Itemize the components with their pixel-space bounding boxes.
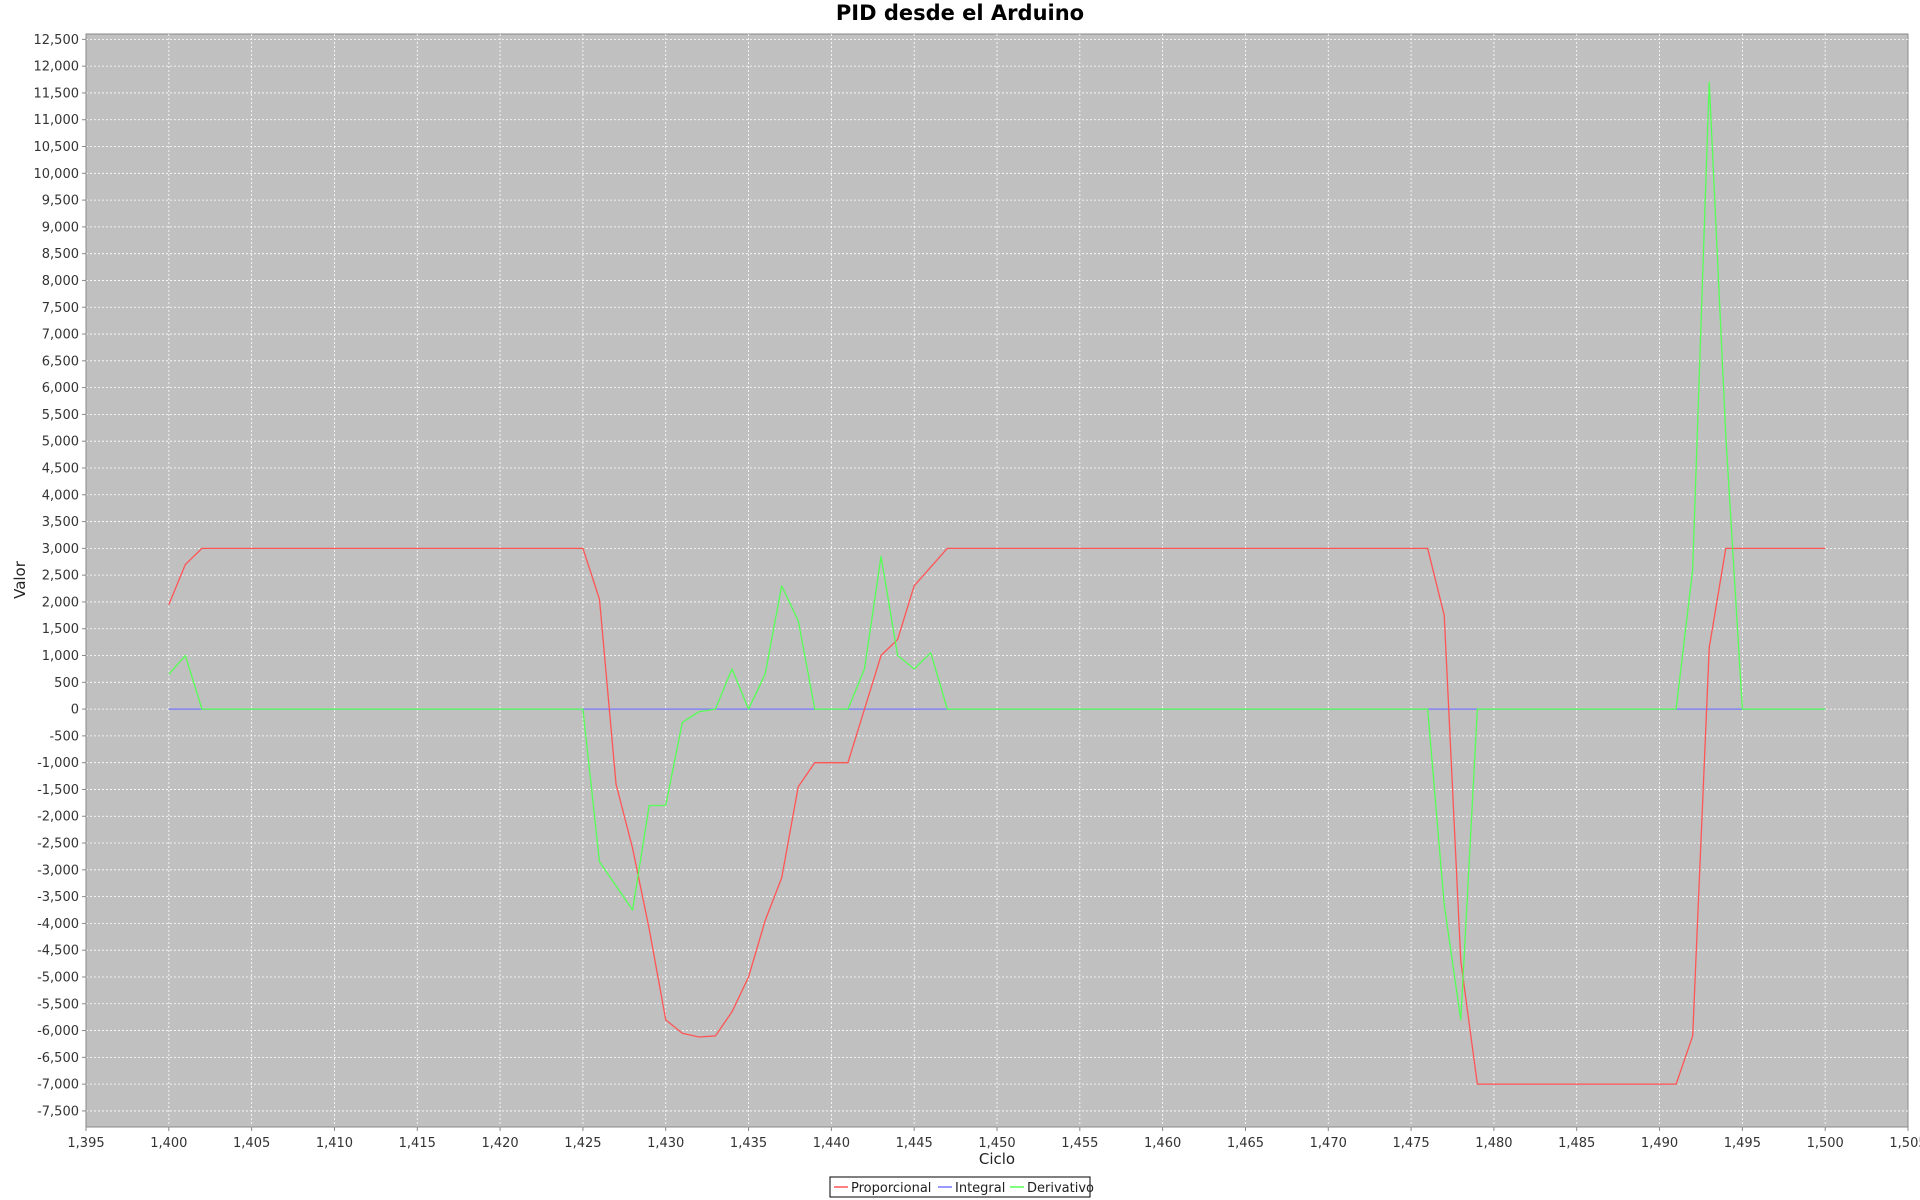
x-tick-label: 1,505 xyxy=(1889,1136,1920,1151)
x-tick-label: 1,430 xyxy=(647,1136,684,1151)
y-tick-label: -7,000 xyxy=(37,1078,79,1093)
series-line-proporcional xyxy=(168,547,1826,1085)
y-tick-label: 1,000 xyxy=(42,649,79,664)
y-tick-label: 7,500 xyxy=(42,301,79,316)
y-tick-label: -2,000 xyxy=(37,810,79,825)
y-tick-label: -7,500 xyxy=(37,1104,79,1119)
y-tick-label: -6,000 xyxy=(37,1024,79,1039)
y-tick-label: 6,000 xyxy=(42,381,79,396)
series-line-derivativo xyxy=(168,81,1826,1021)
x-tick-label: 1,465 xyxy=(1227,1136,1264,1151)
y-tick-label: 8,500 xyxy=(42,247,79,262)
legend-label-integral: Integral xyxy=(955,1181,1005,1196)
x-tick-label: 1,440 xyxy=(813,1136,850,1151)
y-tick-label: 11,500 xyxy=(34,86,80,101)
x-tick-label: 1,435 xyxy=(730,1136,767,1151)
x-tick-label: 1,425 xyxy=(564,1136,601,1151)
x-tick-label: 1,400 xyxy=(150,1136,187,1151)
y-tick-label: 1,500 xyxy=(42,622,79,637)
x-tick-label: 1,500 xyxy=(1807,1136,1844,1151)
x-tick-label: 1,410 xyxy=(316,1136,353,1151)
y-tick-label: 2,000 xyxy=(42,595,79,610)
y-tick-label: -5,500 xyxy=(37,997,79,1012)
y-tick-label: 500 xyxy=(54,676,79,691)
x-axis-ticks: 1,395 1,400 1,405 1,410 1,415 1,420 1,425 1,430… xyxy=(67,1127,1920,1151)
y-tick-label: -4,000 xyxy=(37,917,79,932)
chart-title: PID desde el Arduino xyxy=(836,1,1084,25)
legend-label-derivativo: Derivativo xyxy=(1027,1181,1094,1196)
y-tick-label: -3,000 xyxy=(37,863,79,878)
y-tick-label: 12,500 xyxy=(34,33,80,48)
x-tick-label: 1,405 xyxy=(233,1136,270,1151)
x-tick-label: 1,395 xyxy=(67,1136,104,1151)
y-tick-label: 12,000 xyxy=(34,60,80,75)
y-tick-label: 5,500 xyxy=(42,408,79,423)
x-axis-label: Ciclo xyxy=(979,1150,1015,1168)
y-tick-label: -1,500 xyxy=(37,783,79,798)
y-tick-label: 4,000 xyxy=(42,488,79,503)
x-tick-label: 1,470 xyxy=(1310,1136,1347,1151)
legend-box xyxy=(829,1176,1091,1198)
x-tick-label: 1,475 xyxy=(1392,1136,1429,1151)
plot-area xyxy=(85,33,1909,1128)
y-tick-label: 9,000 xyxy=(42,220,79,235)
y-tick-label: 5,000 xyxy=(42,435,79,450)
y-tick-label: 7,000 xyxy=(42,328,79,343)
y-tick-label: 10,000 xyxy=(34,167,80,182)
y-tick-label: 9,500 xyxy=(42,194,79,209)
y-tick-label: 0 xyxy=(71,703,79,718)
y-tick-label: 10,500 xyxy=(34,140,80,155)
x-tick-label: 1,485 xyxy=(1558,1136,1595,1151)
x-tick-label: 1,445 xyxy=(896,1136,933,1151)
x-tick-label: 1,420 xyxy=(481,1136,518,1151)
y-tick-label: 8,000 xyxy=(42,274,79,289)
y-tick-label: -500 xyxy=(49,729,79,744)
y-tick-label: 2,500 xyxy=(42,569,79,584)
y-tick-label: -5,000 xyxy=(37,970,79,985)
x-tick-label: 1,480 xyxy=(1475,1136,1512,1151)
x-tick-label: 1,455 xyxy=(1061,1136,1098,1151)
x-tick-label: 1,450 xyxy=(978,1136,1015,1151)
x-tick-label: 1,460 xyxy=(1144,1136,1181,1151)
y-tick-label: -1,000 xyxy=(37,756,79,771)
y-tick-label: 3,000 xyxy=(42,542,79,557)
x-tick-label: 1,495 xyxy=(1724,1136,1761,1151)
y-tick-label: -2,500 xyxy=(37,837,79,852)
x-tick-label: 1,415 xyxy=(399,1136,436,1151)
y-tick-label: 11,000 xyxy=(34,113,80,128)
y-tick-label: 4,500 xyxy=(42,461,79,476)
y-axis-ticks: -7,500 -7,000 -6,500 -6,000 -5,500 -5,000 -4,5… xyxy=(34,33,86,1119)
y-axis-label: Valor xyxy=(11,560,29,599)
series-lines xyxy=(168,81,1826,1085)
y-tick-label: 6,500 xyxy=(42,354,79,369)
legend-label-proporcional: Proporcional xyxy=(851,1181,931,1196)
y-tick-label: 3,500 xyxy=(42,515,79,530)
x-tick-label: 1,490 xyxy=(1641,1136,1678,1151)
y-tick-label: -4,500 xyxy=(37,944,79,959)
y-tick-label: -3,500 xyxy=(37,890,79,905)
y-tick-label: -6,500 xyxy=(37,1051,79,1066)
legend: Proporcional Integral Derivativo xyxy=(829,1176,1094,1198)
